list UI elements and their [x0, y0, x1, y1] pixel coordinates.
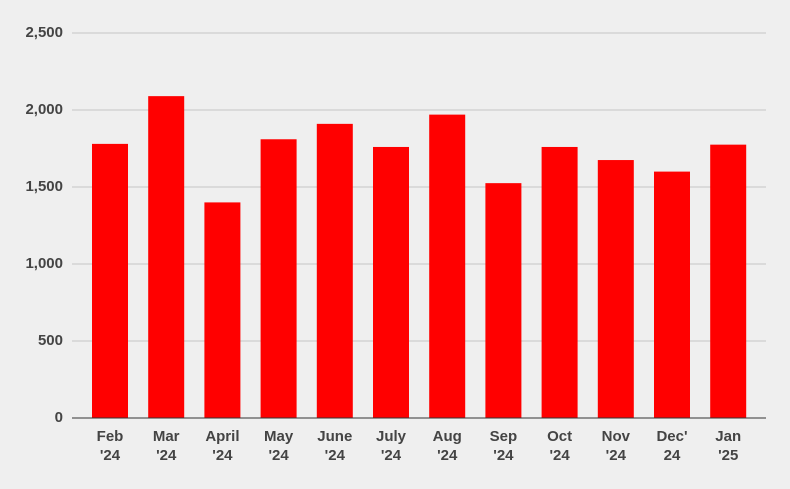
x-tick-label: July '24 — [376, 428, 407, 464]
x-tick-label: Mar '24 — [153, 428, 180, 464]
x-tick-label: Aug '24 — [433, 428, 462, 464]
x-tick-label-line: '24 — [156, 447, 177, 464]
bar — [92, 143, 128, 418]
y-tick-label: 1,000 — [25, 255, 63, 272]
x-tick-label-line: '24 — [606, 447, 627, 464]
bar — [148, 96, 185, 418]
x-tick-label-line: Oct — [547, 428, 572, 445]
bar — [204, 202, 241, 418]
x-tick-label-line: '24 — [100, 447, 121, 464]
x-tick-label-line: Mar — [153, 428, 180, 445]
bar — [260, 139, 297, 418]
x-tick-label-line: '24 — [212, 447, 233, 464]
x-tick-label-line: Nov — [602, 428, 631, 445]
x-tick-label-line: '24 — [549, 447, 570, 464]
x-tick-label: May '24 — [264, 428, 294, 464]
x-tick-label: April '24 — [205, 428, 239, 464]
x-tick-label-line: Sep — [490, 428, 518, 445]
x-tick-label-line: June — [317, 428, 352, 445]
x-tick-label-line: '24 — [437, 447, 458, 464]
bar — [597, 160, 634, 419]
bar — [316, 123, 353, 419]
x-tick-label-line: '25 — [718, 447, 738, 464]
x-tick-label: Nov '24 — [602, 428, 631, 464]
x-tick-label-line: 24 — [664, 447, 681, 464]
y-tick-label: 0 — [55, 409, 63, 426]
y-tick-label: 2,000 — [25, 101, 63, 118]
x-tick-label-line: '24 — [381, 447, 402, 464]
x-tick-label: Feb '24 — [97, 428, 124, 464]
bar — [429, 114, 466, 419]
x-tick-label: Oct '24 — [547, 428, 572, 464]
y-tick-label: 2,500 — [25, 24, 63, 41]
x-tick-label: Sep '24 — [490, 428, 518, 464]
x-tick-label-line: '24 — [268, 447, 289, 464]
x-tick-label-line: April — [205, 428, 239, 445]
y-tick-label: 500 — [38, 332, 63, 349]
x-tick-label-line: May — [264, 428, 294, 445]
y-tick-label: 1,500 — [25, 178, 63, 195]
x-tick-label: June '24 — [317, 428, 352, 464]
x-tick-label-line: Jan — [715, 428, 741, 445]
x-tick-label: Dec' 24 — [656, 428, 687, 464]
x-tick-label-line: '24 — [493, 447, 514, 464]
bar — [485, 183, 522, 418]
bar — [710, 144, 747, 418]
x-tick-label-line: '24 — [325, 447, 346, 464]
bar — [373, 146, 409, 418]
x-tick-label-line: Aug — [433, 428, 462, 445]
x-tick-label-line: Feb — [97, 428, 124, 445]
x-tick-label: Jan '25 — [715, 428, 741, 464]
bar — [654, 171, 690, 418]
bar — [541, 146, 578, 418]
x-tick-label-line: Dec' — [656, 428, 687, 445]
x-tick-label-line: July — [376, 428, 407, 445]
